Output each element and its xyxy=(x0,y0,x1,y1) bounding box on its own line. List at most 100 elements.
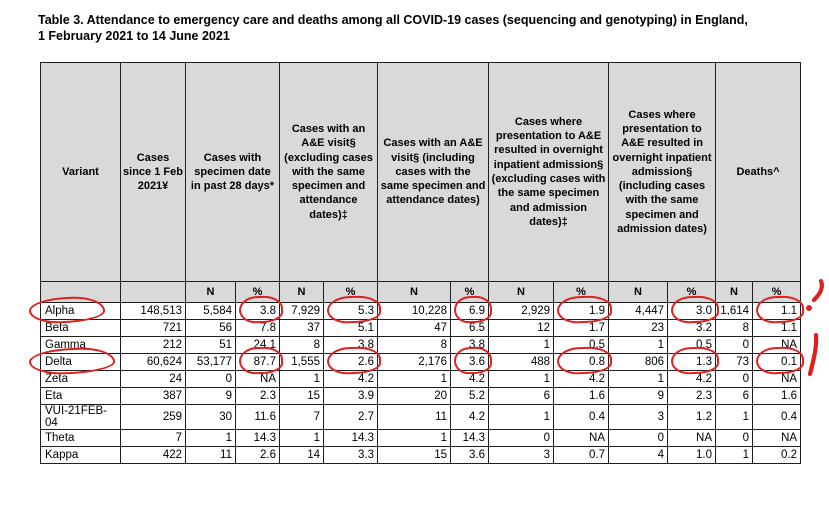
value-cell: 60,624 xyxy=(120,353,186,371)
value-cell: 2.3 xyxy=(667,387,717,405)
value-cell: NA xyxy=(752,429,802,447)
value-cell: 1.1 xyxy=(752,302,802,320)
value-cell: 3.2 xyxy=(667,319,717,337)
value-cell: NA xyxy=(752,370,802,388)
value-cell: 1 xyxy=(488,404,555,430)
value-cell: 1 xyxy=(377,370,452,388)
measure-header: % xyxy=(752,281,802,303)
value-cell: 0.2 xyxy=(752,446,802,464)
value-cell: 4.2 xyxy=(667,370,717,388)
measure-header: N xyxy=(377,281,452,303)
value-cell: 7,929 xyxy=(279,302,324,320)
value-cell: 0 xyxy=(488,429,555,447)
value-cell: 11 xyxy=(377,404,452,430)
value-cell: NA xyxy=(553,429,610,447)
value-cell: 2.3 xyxy=(235,387,280,405)
value-cell: 806 xyxy=(608,353,669,371)
measure-header: % xyxy=(322,281,379,303)
value-cell: 1 xyxy=(488,370,555,388)
value-cell: 6.9 xyxy=(450,302,490,320)
value-cell: 1 xyxy=(715,446,754,464)
value-cell: 14 xyxy=(279,446,324,464)
variant-cell: Eta xyxy=(40,387,121,405)
table-row: Delta 60,624 53,177 87.7 1,555 2.6 2,176 3.6 488… xyxy=(40,353,802,371)
table-row: Eta 387 9 2.3 15 3.9 20 5.2 6 1.6 9 2.3 6 1.6 xyxy=(40,387,802,405)
value-cell: 0.1 xyxy=(752,353,802,371)
column-group-header: Cases with an A&E visit§ (including case… xyxy=(377,62,490,282)
value-cell: 1.6 xyxy=(752,387,802,405)
value-cell: 4 xyxy=(608,446,669,464)
stroke-annotation-delta xyxy=(807,332,819,377)
value-cell: 10,228 xyxy=(377,302,452,320)
value-cell: 30 xyxy=(185,404,236,430)
value-cell: 3.3 xyxy=(322,446,379,464)
table-title-line2: 1 February 2021 to 14 June 2021 xyxy=(38,29,230,44)
value-cell: 4,447 xyxy=(608,302,669,320)
column-group-header: Cases since 1 Feb 2021¥ xyxy=(120,62,186,282)
table-title: Table 3. Attendance to emergency care an… xyxy=(38,12,800,45)
value-cell: 14.3 xyxy=(235,429,280,447)
value-cell: 24 xyxy=(120,370,186,388)
value-cell: NA xyxy=(235,370,280,388)
value-cell: 1.1 xyxy=(752,319,802,337)
column-group-header: Deaths^ xyxy=(715,62,802,282)
variant-cell: Theta xyxy=(40,429,121,447)
value-cell: 1,614 xyxy=(715,302,754,320)
measure-header: % xyxy=(553,281,610,303)
variant-cell: Delta xyxy=(40,353,121,371)
value-cell: 14.3 xyxy=(322,429,379,447)
value-cell: 0.5 xyxy=(667,336,717,354)
variant-cell: Zeta xyxy=(40,370,121,388)
measure-header: % xyxy=(235,281,280,303)
value-cell: 11 xyxy=(185,446,236,464)
value-cell: 1 xyxy=(608,336,669,354)
value-cell: 1 xyxy=(715,404,754,430)
measure-header: N xyxy=(488,281,555,303)
value-cell: 3.6 xyxy=(450,446,490,464)
measure-header: % xyxy=(450,281,490,303)
value-cell: NA xyxy=(752,336,802,354)
value-cell: 488 xyxy=(488,353,555,371)
value-cell: 4.2 xyxy=(450,370,490,388)
value-cell: 387 xyxy=(120,387,186,405)
table-row: Alpha 148,513 5,584 3.8 7,929 5.3 10,228 6.9 2,9… xyxy=(40,302,802,320)
value-cell: 3.0 xyxy=(667,302,717,320)
value-cell: 1 xyxy=(185,429,236,447)
value-cell: 12 xyxy=(488,319,555,337)
table-row: Zeta 24 0 NA 1 4.2 1 4.2 1 4.2 1 4.2 0 NA xyxy=(40,370,802,388)
value-cell: 1.0 xyxy=(667,446,717,464)
value-cell: 1.3 xyxy=(667,353,717,371)
value-cell: 51 xyxy=(185,336,236,354)
value-cell: 2,176 xyxy=(377,353,452,371)
value-cell: 56 xyxy=(185,319,236,337)
value-cell: 0.4 xyxy=(553,404,610,430)
value-cell: 3.8 xyxy=(322,336,379,354)
value-cell: NA xyxy=(667,429,717,447)
value-cell: 20 xyxy=(377,387,452,405)
measure-header: N xyxy=(279,281,324,303)
table-row: Gamma 212 51 24.1 8 3.8 8 3.8 1 0.5 1 0.5 0 NA xyxy=(40,336,802,354)
value-cell: 5.2 xyxy=(450,387,490,405)
value-cell: 1.7 xyxy=(553,319,610,337)
variant-cell: Kappa xyxy=(40,446,121,464)
value-cell: 2,929 xyxy=(488,302,555,320)
value-cell: 9 xyxy=(608,387,669,405)
variant-cell: Gamma xyxy=(40,336,121,354)
value-cell: 0.5 xyxy=(553,336,610,354)
value-cell: 5,584 xyxy=(185,302,236,320)
value-cell: 3.8 xyxy=(235,302,280,320)
column-group-header: Cases where presentation to A&E resulted… xyxy=(608,62,717,282)
value-cell: 148,513 xyxy=(120,302,186,320)
header-row-measures: N% N% N% N% N% N% xyxy=(40,281,802,303)
table-row: Theta 7 1 14.3 1 14.3 1 14.3 0 NA 0 NA 0 NA xyxy=(40,429,802,447)
value-cell: 87.7 xyxy=(235,353,280,371)
value-cell: 14.3 xyxy=(450,429,490,447)
table-title-line1: Table 3. Attendance to emergency care an… xyxy=(38,13,748,27)
measure-header: N xyxy=(608,281,669,303)
value-cell: 0.4 xyxy=(752,404,802,430)
variant-cell: Beta xyxy=(40,319,121,337)
value-cell: 0 xyxy=(715,336,754,354)
variant-cell: Alpha xyxy=(40,302,121,320)
value-cell: 212 xyxy=(120,336,186,354)
